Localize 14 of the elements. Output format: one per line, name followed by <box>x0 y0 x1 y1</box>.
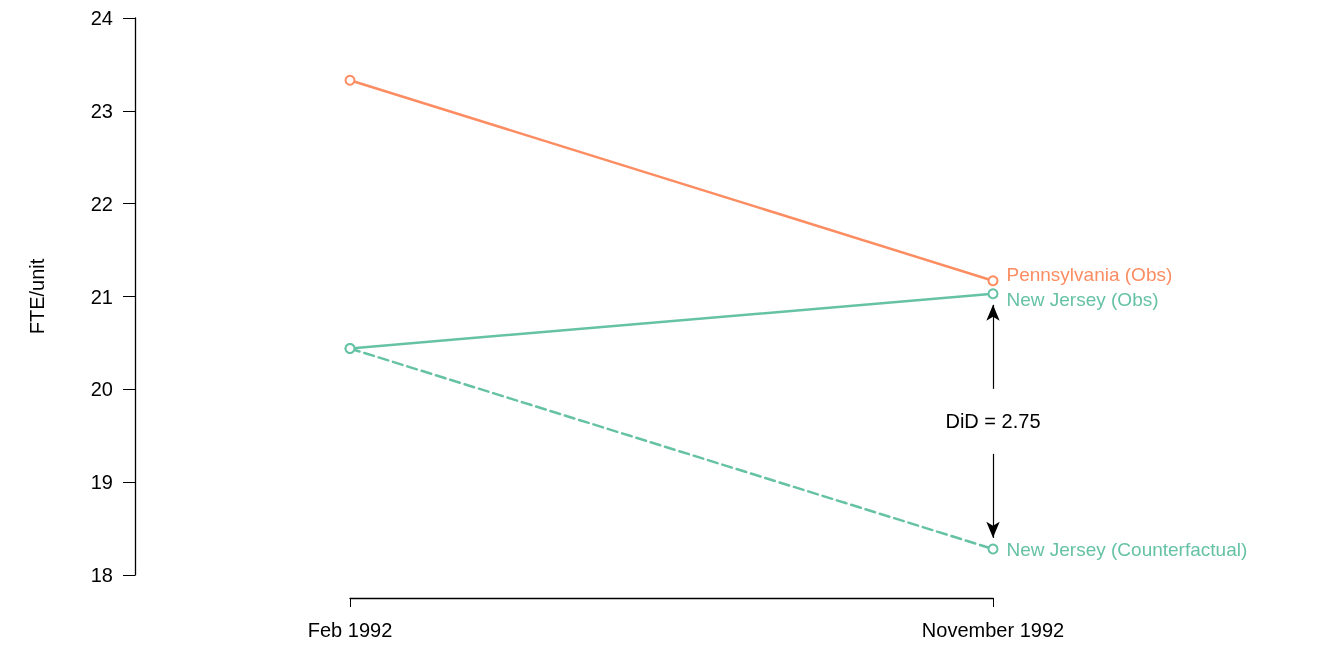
y-tick-label: 19 <box>90 471 113 494</box>
y-tick-label: 23 <box>90 99 113 122</box>
y-tick-label: 22 <box>90 192 113 215</box>
y-tick-label: 20 <box>90 378 113 401</box>
series-label: Pennsylvania (Obs) <box>1006 264 1173 286</box>
x-tick-label: Feb 1992 <box>307 619 393 641</box>
x-tick-label: November 1992 <box>921 619 1065 641</box>
y-axis-title: FTE/unit <box>26 258 48 335</box>
series-label: New Jersey (Obs) <box>1006 289 1159 311</box>
y-tick-label: 24 <box>90 7 113 29</box>
series-label: New Jersey (Counterfactual) <box>1006 538 1248 560</box>
y-tick-label: 21 <box>90 285 113 308</box>
annotation: DiD = 2.75 <box>945 410 1041 433</box>
y-tick-label: 18 <box>90 564 113 586</box>
